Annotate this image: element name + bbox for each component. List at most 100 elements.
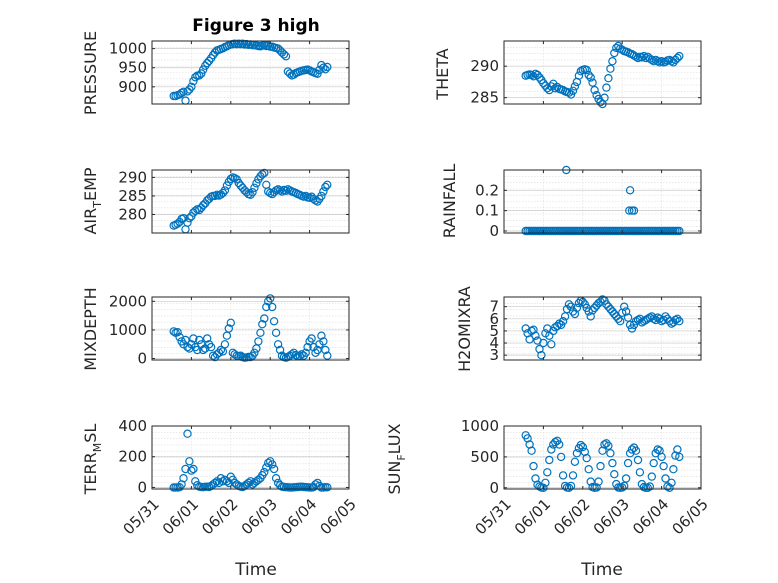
- subplot-theta: 285 290 THETA: [433, 40, 702, 109]
- data-point: [535, 73, 544, 82]
- data-point: [590, 85, 599, 95]
- data-point: [625, 206, 634, 215]
- data-point: [185, 457, 194, 466]
- y-tick-label: 290: [118, 168, 147, 186]
- data-point: [545, 455, 554, 465]
- data-point: [675, 226, 684, 236]
- data-point: [584, 70, 593, 80]
- plot-area-border: [151, 296, 350, 361]
- data-point: [250, 183, 259, 192]
- data-point: [631, 446, 641, 455]
- data-point: [537, 351, 546, 360]
- data-points: [521, 431, 684, 492]
- data-point: [181, 464, 190, 474]
- data-point: [260, 314, 269, 323]
- data-point: [185, 213, 194, 223]
- y-tick-label: 4: [489, 334, 499, 352]
- data-point: [653, 445, 662, 454]
- x-tick-label: 06/01: [159, 495, 202, 538]
- data-point: [570, 457, 580, 466]
- data-point: [675, 452, 684, 462]
- data-point: [173, 328, 182, 337]
- axes-frame: [151, 425, 350, 490]
- data-point: [187, 82, 196, 92]
- data-point: [649, 57, 658, 66]
- data-point: [553, 321, 562, 331]
- data-point: [269, 464, 279, 474]
- data-point: [604, 73, 613, 83]
- y-tick-label: 1000: [461, 417, 499, 435]
- y-axis-label: AIRTEMP: [81, 167, 104, 234]
- plot-area-border: [503, 425, 702, 490]
- data-point: [323, 351, 332, 360]
- data-point: [653, 57, 662, 66]
- data-point: [301, 191, 310, 201]
- y-tick-label: 0.1: [475, 202, 499, 220]
- data-point: [297, 350, 306, 359]
- data-point: [301, 348, 310, 357]
- data-point: [323, 180, 332, 189]
- data-point: [675, 51, 684, 61]
- data-point: [629, 206, 639, 215]
- data-point: [527, 446, 536, 455]
- data-point: [543, 468, 552, 477]
- y-axis-label: H2OMIXRA: [455, 286, 474, 372]
- data-point: [675, 317, 684, 326]
- data-point: [197, 69, 206, 78]
- data-point: [291, 350, 300, 360]
- data-point: [183, 429, 192, 438]
- data-point: [273, 340, 283, 349]
- data-point: [568, 86, 578, 96]
- data-point: [183, 218, 192, 227]
- axes-frame: [503, 169, 702, 234]
- data-point: [529, 72, 538, 81]
- data-point: [578, 442, 588, 452]
- data-point: [319, 187, 328, 196]
- data-point: [185, 344, 194, 353]
- data-point: [558, 471, 568, 480]
- data-point: [541, 478, 550, 487]
- data-point: [566, 302, 576, 311]
- data-point: [635, 468, 645, 477]
- plot-area-border: [503, 40, 702, 105]
- x-tick-label: 06/04: [629, 495, 672, 538]
- data-point: [661, 57, 670, 67]
- data-point: [250, 348, 259, 357]
- x-tick-label: 06/03: [590, 495, 633, 538]
- data-point: [285, 69, 295, 78]
- data-point: [633, 455, 643, 465]
- data-point: [246, 190, 255, 199]
- data-point: [187, 466, 196, 475]
- y-tick-label: 0: [489, 222, 499, 240]
- data-point: [564, 300, 574, 309]
- plot-area-border: [503, 169, 702, 234]
- data-point: [665, 317, 674, 326]
- data-point: [195, 335, 204, 345]
- data-point: [264, 458, 273, 468]
- data-point: [574, 298, 584, 308]
- data-point: [271, 328, 281, 337]
- data-point: [254, 337, 263, 346]
- y-tick-label: 0.2: [475, 181, 499, 199]
- x-tick-label: 05/31: [119, 495, 162, 538]
- y-axis-label: THETA: [433, 48, 452, 100]
- data-point: [606, 449, 615, 458]
- y-tick-labels: 0 1000 2000: [109, 292, 147, 367]
- y-axis-label: SUNFLUX: [385, 423, 408, 494]
- data-point: [592, 483, 601, 492]
- y-axis-label: TERRMSL: [81, 424, 104, 496]
- data-point: [627, 445, 637, 454]
- data-point: [266, 294, 275, 303]
- y-tick-label: 290: [470, 57, 499, 75]
- data-point: [555, 440, 564, 449]
- x-tick-label: 05/31: [471, 495, 514, 538]
- data-point: [602, 439, 611, 448]
- plot-area-border: [151, 40, 350, 105]
- x-tick-label: 06/05: [316, 495, 359, 538]
- subplot-rainfall: 0 0.1 0.2 RAINFALL: [440, 164, 702, 240]
- y-tick-label: 285: [470, 89, 499, 107]
- y-tick-label: 900: [118, 78, 147, 96]
- data-point: [224, 324, 233, 333]
- data-point: [647, 55, 657, 65]
